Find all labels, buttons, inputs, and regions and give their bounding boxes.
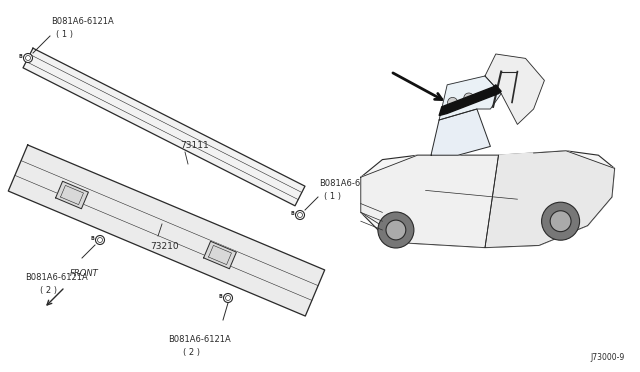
Circle shape [464, 93, 474, 103]
Polygon shape [56, 181, 88, 209]
Text: FRONT: FRONT [70, 269, 99, 278]
Circle shape [223, 294, 232, 302]
Polygon shape [439, 85, 501, 116]
Polygon shape [204, 241, 236, 269]
Text: B: B [291, 211, 294, 216]
Polygon shape [361, 151, 614, 248]
Circle shape [97, 238, 102, 243]
Text: J73000-9: J73000-9 [591, 353, 625, 362]
Polygon shape [485, 151, 614, 248]
Circle shape [298, 212, 303, 218]
Circle shape [24, 54, 33, 62]
Text: 73111: 73111 [180, 141, 209, 150]
Polygon shape [439, 76, 501, 120]
Circle shape [296, 211, 305, 219]
Text: ( 2 ): ( 2 ) [183, 348, 200, 357]
Circle shape [447, 97, 458, 108]
Text: B: B [219, 294, 223, 299]
Text: B081A6-6121A: B081A6-6121A [319, 179, 381, 188]
Polygon shape [23, 48, 305, 206]
Circle shape [26, 55, 31, 61]
Circle shape [95, 235, 104, 244]
Text: 73210: 73210 [150, 242, 179, 251]
Circle shape [225, 295, 230, 301]
Text: ( 1 ): ( 1 ) [324, 192, 341, 201]
Polygon shape [8, 145, 324, 316]
Polygon shape [485, 54, 545, 124]
Polygon shape [361, 155, 499, 248]
Circle shape [378, 212, 414, 248]
Text: B: B [91, 236, 95, 241]
Circle shape [386, 220, 406, 240]
Text: B081A6-6121A: B081A6-6121A [25, 273, 88, 282]
Circle shape [550, 211, 571, 232]
Text: B: B [19, 54, 22, 59]
Polygon shape [431, 109, 490, 155]
Text: ( 2 ): ( 2 ) [40, 286, 57, 295]
Circle shape [541, 202, 580, 240]
Text: B081A6-6121A: B081A6-6121A [168, 335, 231, 344]
Text: ( 1 ): ( 1 ) [56, 30, 73, 39]
Text: B081A6-6121A: B081A6-6121A [51, 17, 114, 26]
